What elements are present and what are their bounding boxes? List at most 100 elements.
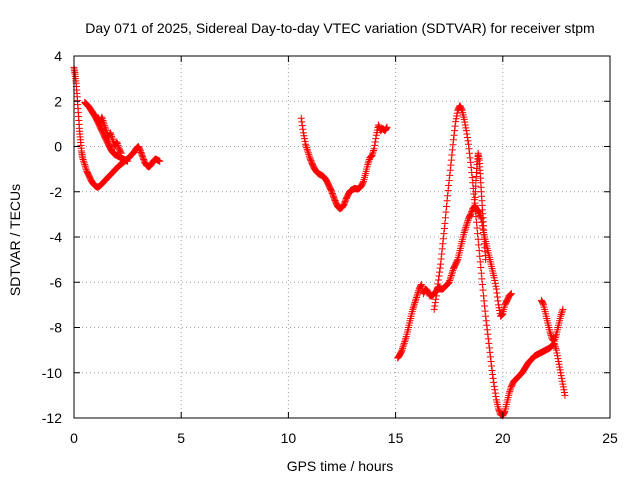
data-point — [473, 224, 481, 232]
data-point — [401, 338, 409, 346]
data-point — [557, 310, 565, 318]
data-point — [485, 344, 493, 352]
data-point — [443, 202, 451, 210]
data-point — [484, 335, 492, 343]
x-tick-label: 10 — [281, 430, 297, 446]
data-point — [409, 305, 417, 313]
x-tick-label: 15 — [388, 430, 404, 446]
data-point — [339, 202, 347, 210]
data-point — [298, 118, 306, 126]
data-point — [448, 268, 456, 276]
data-point — [434, 280, 442, 288]
data-point — [449, 136, 457, 144]
data-point — [482, 312, 490, 320]
data-point — [80, 159, 88, 167]
data-point — [488, 362, 496, 370]
data-point — [451, 127, 459, 135]
data-point — [437, 255, 445, 263]
y-tick-label: -10 — [42, 365, 62, 381]
data-point — [431, 302, 439, 310]
data-point — [547, 331, 555, 339]
data-point — [411, 299, 419, 307]
data-point — [492, 393, 500, 401]
data-point — [435, 272, 443, 280]
data-point — [398, 346, 406, 354]
data-point — [369, 148, 377, 156]
data-point — [493, 289, 501, 297]
data-point — [494, 297, 502, 305]
y-tick-label: 4 — [54, 48, 62, 64]
data-point — [302, 142, 310, 150]
data-point — [372, 135, 380, 143]
data-point — [443, 197, 451, 205]
data-point — [433, 288, 441, 296]
data-point — [546, 328, 554, 336]
data-point — [430, 305, 438, 313]
data-point — [467, 158, 475, 166]
data-point — [108, 132, 116, 140]
data-point — [464, 137, 472, 145]
y-axis-label: SDTVAR / TECUs — [7, 184, 23, 296]
data-point — [448, 270, 456, 278]
data-point — [371, 138, 379, 146]
data-point — [462, 223, 470, 231]
data-point — [447, 156, 455, 164]
data-point — [382, 125, 390, 133]
data-point — [107, 131, 115, 139]
data-point — [444, 187, 452, 195]
data-point — [409, 304, 417, 312]
data-point — [478, 275, 486, 283]
y-tick-label: -8 — [50, 320, 63, 336]
data-point — [401, 336, 409, 344]
data-point — [99, 116, 107, 124]
data-point — [400, 341, 408, 349]
data-point — [561, 391, 569, 399]
data-point — [558, 307, 566, 315]
data-point — [368, 152, 376, 160]
data-point — [500, 408, 508, 416]
data-point — [463, 218, 471, 226]
data-point — [365, 157, 373, 165]
data-point — [447, 161, 455, 169]
data-point — [481, 302, 489, 310]
data-point — [156, 157, 164, 165]
data-point — [382, 124, 390, 132]
data-point — [483, 321, 491, 329]
data-point — [117, 148, 125, 156]
data-point — [445, 278, 453, 286]
data-point — [113, 138, 121, 146]
data-point — [478, 281, 486, 289]
data-point — [364, 159, 372, 167]
data-point — [411, 297, 419, 305]
data-point — [475, 247, 483, 255]
data-point — [547, 330, 555, 338]
data-point — [490, 378, 498, 386]
data-point — [438, 245, 446, 253]
data-point — [506, 291, 514, 299]
data-point — [410, 300, 418, 308]
data-point — [486, 353, 494, 361]
data-point — [475, 241, 483, 249]
data-point — [432, 292, 440, 300]
data-point — [299, 125, 307, 133]
data-point — [463, 133, 471, 141]
data-point — [468, 174, 476, 182]
data-point — [559, 305, 567, 313]
grid-lines — [74, 56, 610, 418]
data-point — [491, 389, 499, 397]
data-point — [476, 252, 484, 260]
data-point — [371, 141, 379, 149]
data-point — [480, 292, 488, 300]
data-point — [506, 387, 514, 395]
data-marks — [70, 63, 569, 420]
data-point — [462, 127, 470, 135]
data-point — [461, 225, 469, 233]
data-point — [80, 157, 88, 165]
data-point — [462, 222, 470, 230]
data-point — [98, 115, 106, 123]
data-point — [446, 277, 454, 285]
data-point — [446, 171, 454, 179]
data-point — [490, 382, 498, 390]
data-point — [117, 149, 125, 157]
data-point — [448, 146, 456, 154]
